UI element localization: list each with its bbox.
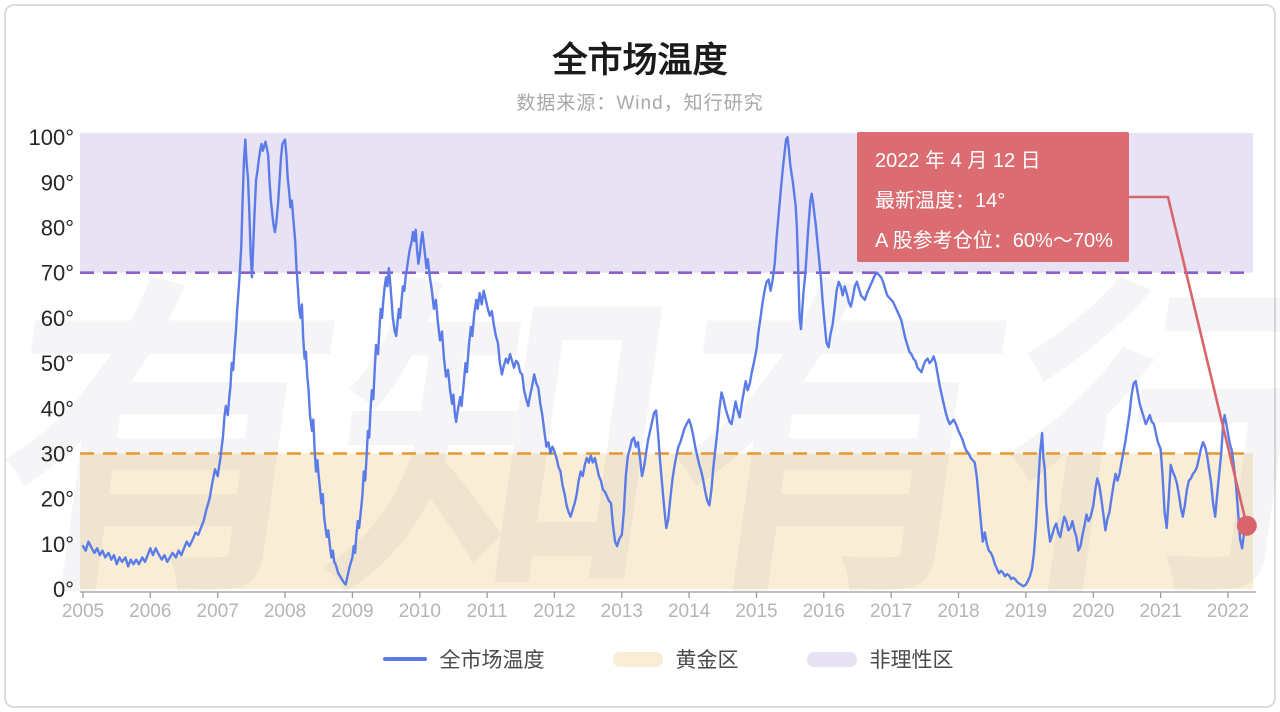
x-axis-label: 2008: [264, 601, 306, 622]
y-axis-label: 100°: [28, 125, 74, 150]
y-axis-label: 50°: [41, 351, 74, 376]
y-axis-label: 90°: [41, 170, 74, 195]
temperature-line: [81, 135, 1249, 588]
y-axis-label: 70°: [41, 261, 74, 286]
x-axis-label: 2020: [1072, 601, 1114, 622]
latest-reading-callout: 2022 年 4 月 12 日 最新温度：14° A 股参考仓位：60%～70%: [857, 132, 1129, 262]
y-axis-label: 60°: [41, 306, 74, 331]
legend-item-irrational-zone: 非理性区: [806, 644, 954, 674]
x-axis-label: 2019: [1005, 601, 1047, 622]
x-axis-label: 2022: [1207, 601, 1249, 622]
golden-zone-swatch-icon: [612, 651, 663, 667]
x-axis-label: 2018: [937, 601, 979, 622]
legend-item-golden-zone: 黄金区: [612, 644, 739, 674]
x-axis-label: 2011: [467, 601, 508, 622]
x-axis-label: 2005: [62, 601, 104, 622]
y-axis-label: 20°: [41, 487, 74, 512]
callout-connector-line: [1128, 195, 1249, 527]
svg-text:有知有行: 有知有行: [0, 262, 1280, 630]
x-axis-label: 2006: [129, 601, 171, 622]
latest-point-marker: [1236, 515, 1257, 536]
x-axis-label: 2021: [1139, 601, 1181, 622]
page-title: 全市场温度: [552, 41, 728, 80]
x-axis-label: 2014: [668, 601, 711, 622]
x-axis-label: 2009: [331, 601, 373, 622]
line-swatch-icon: [382, 657, 427, 661]
x-axis-label: 2015: [735, 601, 777, 622]
data-source-subtitle: 数据来源：Wind，知行研究: [516, 93, 764, 114]
x-axis-label: 2012: [533, 601, 575, 622]
x-axis-label: 2007: [197, 601, 239, 622]
legend-label: 黄金区: [675, 649, 739, 672]
y-axis-label: 40°: [41, 396, 74, 421]
y-axis-label: 30°: [41, 442, 74, 467]
legend-label: 全市场温度: [439, 649, 545, 672]
callout-position: A 股参考仓位：60%～70%: [875, 230, 1113, 252]
y-axis-label: 0°: [53, 577, 74, 602]
legend-label: 非理性区: [869, 649, 954, 672]
x-axis-label: 2010: [399, 601, 441, 622]
y-axis-label: 10°: [41, 532, 74, 557]
legend: 全市场温度 黄金区 非理性区: [80, 644, 1256, 674]
legend-item-temperature: 全市场温度: [382, 644, 545, 674]
x-axis-label: 2016: [803, 601, 845, 622]
watermark: 有知有行: [0, 262, 1280, 630]
callout-date: 2022 年 4 月 12 日: [875, 150, 1041, 172]
x-axis-label: 2013: [601, 601, 643, 622]
callout-temperature: 最新温度：14°: [875, 190, 1006, 212]
irrational-zone-swatch-icon: [806, 651, 857, 667]
x-axis-label: 2017: [870, 601, 912, 622]
y-axis-label: 80°: [41, 216, 74, 241]
